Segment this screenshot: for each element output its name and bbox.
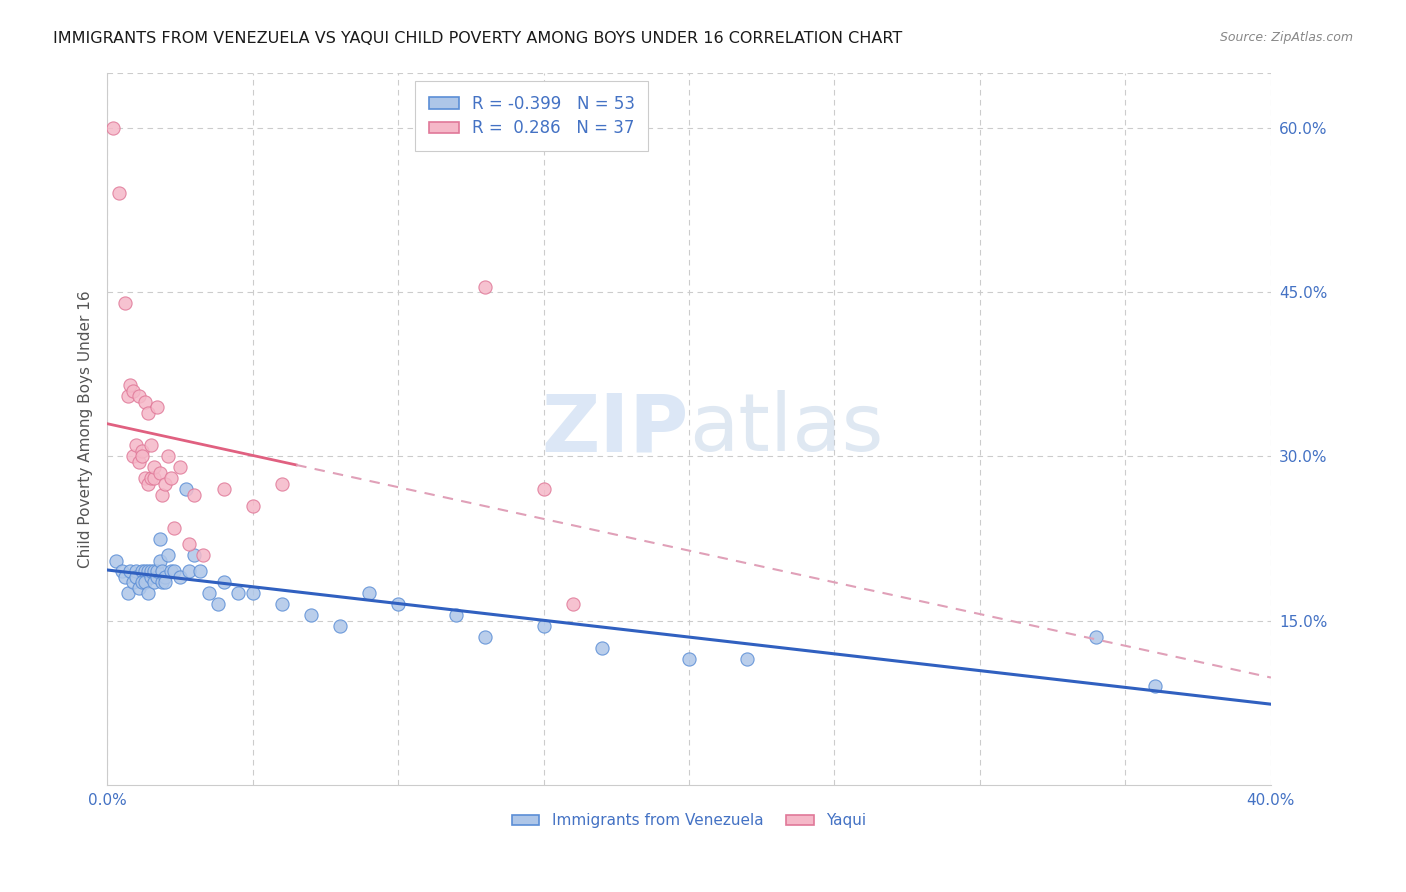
Point	[125, 565, 148, 579]
Point	[122, 450, 145, 464]
Point	[329, 619, 352, 633]
Point	[125, 438, 148, 452]
Point	[107, 186, 129, 201]
Point	[139, 438, 162, 452]
Point	[177, 565, 200, 579]
Point	[131, 450, 153, 464]
Point	[145, 565, 167, 579]
Point	[561, 597, 583, 611]
Point	[270, 476, 292, 491]
Point	[226, 586, 249, 600]
Point	[183, 548, 205, 562]
Legend: Immigrants from Venezuela, Yaqui: Immigrants from Venezuela, Yaqui	[506, 807, 872, 834]
Point	[212, 575, 235, 590]
Point	[117, 586, 139, 600]
Point	[193, 548, 215, 562]
Y-axis label: Child Poverty Among Boys Under 16: Child Poverty Among Boys Under 16	[79, 290, 93, 568]
Point	[157, 450, 180, 464]
Text: IMMIGRANTS FROM VENEZUELA VS YAQUI CHILD POVERTY AMONG BOYS UNDER 16 CORRELATION: IMMIGRANTS FROM VENEZUELA VS YAQUI CHILD…	[53, 31, 903, 46]
Point	[591, 641, 613, 656]
Point	[160, 471, 183, 485]
Point	[270, 597, 292, 611]
Point	[134, 565, 156, 579]
Point	[299, 608, 322, 623]
Point	[114, 296, 136, 310]
Point	[177, 537, 200, 551]
Point	[155, 570, 177, 584]
Point	[152, 488, 174, 502]
Point	[122, 575, 145, 590]
Point	[142, 565, 165, 579]
Point	[111, 565, 134, 579]
Point	[101, 120, 124, 135]
Point	[152, 565, 174, 579]
Point	[142, 575, 165, 590]
Point	[104, 553, 127, 567]
Point	[145, 400, 167, 414]
Point	[114, 570, 136, 584]
Point	[122, 384, 145, 398]
Point	[242, 499, 264, 513]
Text: atlas: atlas	[689, 390, 883, 468]
Point	[136, 476, 159, 491]
Point	[1143, 680, 1166, 694]
Point	[1085, 630, 1108, 644]
Point	[533, 619, 555, 633]
Point	[169, 460, 191, 475]
Point	[120, 565, 142, 579]
Point	[155, 476, 177, 491]
Point	[136, 565, 159, 579]
Point	[446, 608, 468, 623]
Point	[678, 652, 700, 666]
Point	[139, 471, 162, 485]
Point	[174, 483, 197, 497]
Point	[131, 444, 153, 458]
Point	[148, 466, 170, 480]
Point	[125, 570, 148, 584]
Point	[148, 553, 170, 567]
Point	[474, 630, 496, 644]
Text: Source: ZipAtlas.com: Source: ZipAtlas.com	[1219, 31, 1353, 45]
Point	[157, 548, 180, 562]
Point	[117, 389, 139, 403]
Point	[163, 565, 186, 579]
Text: ZIP: ZIP	[541, 390, 689, 468]
Point	[128, 581, 150, 595]
Point	[139, 565, 162, 579]
Point	[134, 394, 156, 409]
Point	[163, 521, 186, 535]
Point	[152, 575, 174, 590]
Point	[134, 575, 156, 590]
Point	[387, 597, 409, 611]
Point	[198, 586, 221, 600]
Point	[131, 565, 153, 579]
Point	[136, 586, 159, 600]
Point	[188, 565, 211, 579]
Point	[155, 575, 177, 590]
Point	[474, 279, 496, 293]
Point	[207, 597, 229, 611]
Point	[142, 460, 165, 475]
Point	[128, 455, 150, 469]
Point	[142, 471, 165, 485]
Point	[169, 570, 191, 584]
Point	[357, 586, 380, 600]
Point	[128, 389, 150, 403]
Point	[134, 471, 156, 485]
Point	[148, 532, 170, 546]
Point	[735, 652, 758, 666]
Point	[131, 575, 153, 590]
Point	[120, 378, 142, 392]
Point	[533, 483, 555, 497]
Point	[160, 565, 183, 579]
Point	[136, 406, 159, 420]
Point	[183, 488, 205, 502]
Point	[139, 570, 162, 584]
Point	[145, 570, 167, 584]
Point	[212, 483, 235, 497]
Point	[242, 586, 264, 600]
